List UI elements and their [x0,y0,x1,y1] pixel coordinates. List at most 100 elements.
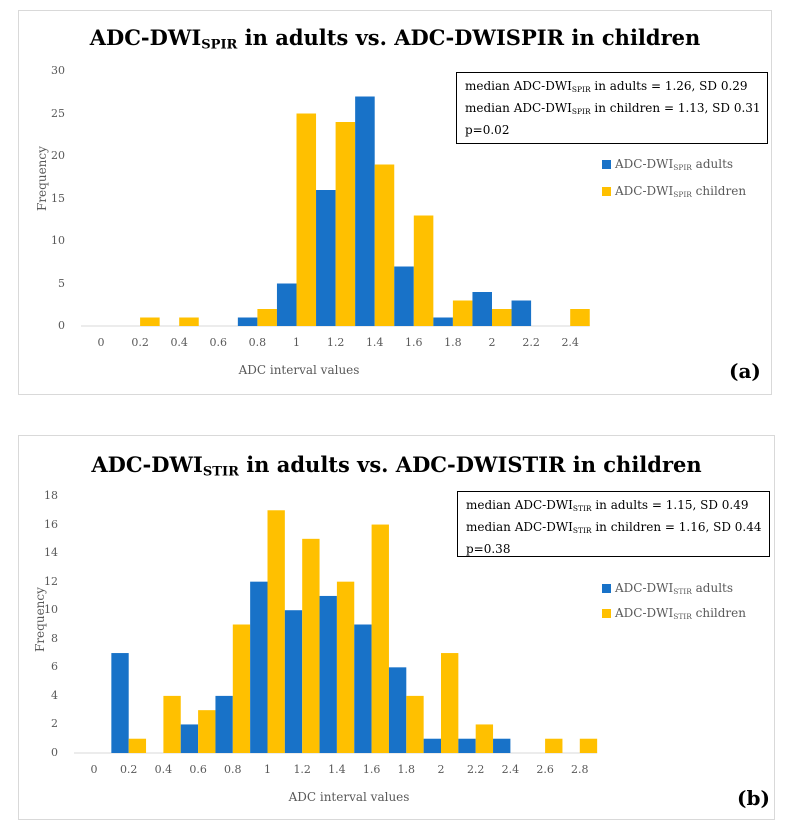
legend-label: ADC-DWISTIR adults [615,581,733,596]
plot-area [81,96,590,327]
stats-line: median ADC-DWISTIR in children = 1.16, S… [466,518,762,540]
bar-adults-2.4 [493,738,511,753]
bar-children-1.4 [336,581,355,753]
x-tick-label: 1 [293,336,300,349]
bar-children-0.4 [179,317,199,326]
subscript: STIR [572,525,592,535]
panel-label: (a) [729,359,761,383]
stats-line: median ADC-DWISPIR in adults = 1.26, SD … [465,77,759,99]
y-tick-label: 4 [51,688,58,702]
bar-adults-0.8 [237,317,258,326]
bar-children-2 [441,653,459,753]
bar-adults-2 [472,292,492,326]
x-tick-label: 1.8 [397,763,416,776]
subscript: SPIR [571,84,591,94]
x-tick-label: 1.8 [444,336,462,349]
bar-children-2.6 [545,738,563,753]
x-tick-label: 2.4 [501,763,520,776]
y-tick-label: 6 [51,660,58,674]
legend-item-adults: ADC-DWISPIR adults [602,157,733,172]
legend-swatch [602,608,611,618]
plot-area [74,510,598,754]
x-tick-label: 2.8 [571,763,589,776]
legend-item-adults: ADC-DWISTIR adults [602,581,733,596]
bar-children-1 [267,510,285,753]
text-part: STIR [507,452,566,477]
bar-children-0.8 [232,624,251,753]
text-part: ADC-DWI [91,452,203,477]
text-part: median ADC-DWI [466,498,573,512]
y-tick-label: 0 [58,319,65,332]
y-tick-label: 12 [44,574,58,588]
bar-adults-0.2 [111,653,129,753]
x-tick-label: 2.2 [522,336,540,349]
x-tick-label: 0 [90,763,98,776]
bar-children-0.8 [257,309,277,326]
bar-adults-1.2 [284,610,303,753]
bar-adults-1.8 [388,667,407,753]
bar-children-0.2 [140,317,160,326]
subscript: STIR [673,611,692,621]
bar-adults-0.8 [215,695,233,753]
x-tick-label: 1.4 [365,336,384,349]
y-tick-label: 8 [51,631,58,645]
chart-title: ADC-DWISTIR in adults vs. ADC-DWISTIR in… [19,452,774,479]
bar-adults-2.2 [458,738,476,753]
y-tick-label: 10 [51,234,65,247]
stats-box: median ADC-DWISPIR in adults = 1.26, SD … [456,72,768,144]
y-tick-label: 20 [51,149,65,162]
x-tick-label: 0.2 [119,763,138,776]
x-tick-label: 1.4 [328,763,346,776]
x-tick-label: 2.6 [536,763,554,776]
bar-children-1.8 [406,695,424,753]
text-part: ADC-DWI [615,157,674,171]
text-part: children [691,184,747,198]
x-tick-label: 0.6 [209,336,228,349]
legend-swatch [602,186,611,196]
bar-children-1 [296,113,317,326]
x-tick-label: 0.4 [170,336,188,349]
subscript: SPIR [201,37,238,53]
x-tick-label: 1.6 [362,763,381,776]
x-tick-label: 2 [488,336,496,349]
x-tick-label: 0.8 [248,336,267,349]
text-part: median ADC-DWI [465,100,572,115]
y-tick-label: 0 [51,746,58,759]
chart-a: ADC-DWISPIR in adults vs. ADC-DWISPIR in… [18,10,772,395]
text-part: in children = 1.16, SD 0.44 [591,519,762,534]
y-tick-label: 16 [44,517,58,531]
text-part: in adults vs. ADC-DWI [237,25,506,50]
x-tick-label: 1.2 [293,763,311,776]
stats-line: p=0.38 [466,540,761,559]
legend-item-children: ADC-DWISTIR children [602,606,746,621]
stats-line: median ADC-DWISPIR in children = 1.13, S… [465,99,761,121]
x-tick-label: 0.8 [224,763,242,776]
y-tick-label: 18 [44,489,58,502]
text-part: in children [564,25,701,50]
bar-adults-1 [276,283,297,326]
y-tick-label: 30 [51,64,65,77]
bar-children-1.6 [413,215,434,326]
legend-swatch [602,159,611,169]
y-tick-label: 25 [51,106,65,120]
text-part: in children = 1.13, SD 0.31 [590,100,761,115]
x-tick-label: 0.4 [154,763,173,776]
subscript: SPIR [673,162,692,172]
x-tick-label: 2 [437,763,445,776]
text-part: in children [565,452,702,477]
legend-label: ADC-DWISTIR children [615,606,746,621]
text-part: ADC-DWI [89,25,202,50]
bar-children-1.2 [302,538,320,753]
x-tick-label: 0 [97,336,105,349]
bar-adults-1.8 [433,317,453,326]
panel-label: (b) [737,786,770,810]
x-tick-label: 0.6 [189,763,207,776]
text-part: ADC-DWI [615,606,674,620]
text-part: p=0.02 [465,122,510,137]
subscript: STIR [202,464,239,480]
text-part: in adults vs. ADC-DWI [238,452,508,477]
y-tick-label: 5 [58,276,65,290]
y-tick-label: 2 [51,717,58,731]
legend-swatch [602,583,611,593]
bar-children-0.4 [163,695,181,753]
